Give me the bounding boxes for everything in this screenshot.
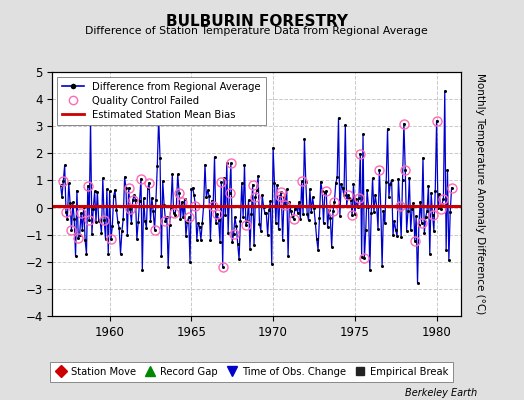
- Legend: Station Move, Record Gap, Time of Obs. Change, Empirical Break: Station Move, Record Gap, Time of Obs. C…: [50, 362, 453, 382]
- Text: Difference of Station Temperature Data from Regional Average: Difference of Station Temperature Data f…: [85, 26, 428, 36]
- Text: BULBURIN FORESTRY: BULBURIN FORESTRY: [166, 14, 348, 29]
- Text: Berkeley Earth: Berkeley Earth: [405, 388, 477, 398]
- Legend: Difference from Regional Average, Quality Control Failed, Estimated Station Mean: Difference from Regional Average, Qualit…: [58, 77, 266, 125]
- Y-axis label: Monthly Temperature Anomaly Difference (°C): Monthly Temperature Anomaly Difference (…: [475, 73, 485, 315]
